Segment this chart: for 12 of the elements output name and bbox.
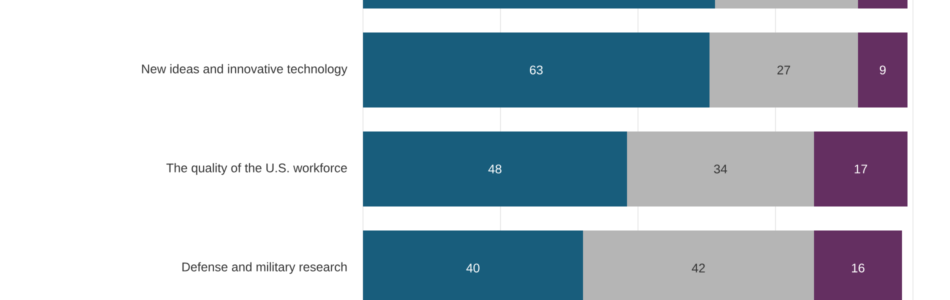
data-label: 17 [854,164,868,174]
data-label: 9 [880,66,886,74]
y-tick-label: New ideas and innovative technology [142,64,348,76]
data-label: 40 [466,264,480,272]
data-label: 48 [488,164,502,174]
data-label: 27 [777,66,790,74]
data-label: 16 [852,264,864,272]
y-tick-label: Defense and military research [182,262,347,274]
y-tick-label: The quality of the U.S. workforce [166,163,347,175]
data-label: 34 [714,164,728,174]
data-label: 63 [530,66,543,74]
data-label: 42 [692,264,705,272]
